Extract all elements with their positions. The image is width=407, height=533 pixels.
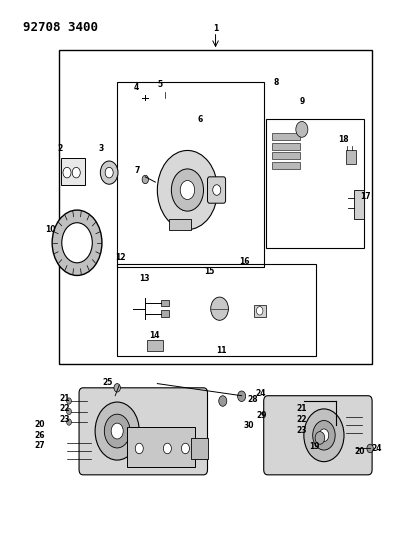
- Circle shape: [105, 167, 113, 178]
- Text: 22: 22: [297, 415, 307, 424]
- Bar: [254, 305, 266, 317]
- Text: 14: 14: [150, 330, 160, 340]
- Text: 21: 21: [297, 405, 307, 414]
- Bar: [127, 427, 195, 467]
- Circle shape: [315, 432, 325, 444]
- Circle shape: [101, 161, 118, 184]
- Text: 22: 22: [60, 405, 70, 414]
- Circle shape: [163, 443, 171, 454]
- Circle shape: [104, 414, 130, 448]
- Circle shape: [63, 167, 71, 178]
- Text: 24: 24: [255, 389, 265, 398]
- Text: 30: 30: [244, 421, 254, 430]
- Bar: [346, 150, 356, 164]
- Bar: [161, 300, 168, 306]
- Circle shape: [72, 167, 80, 178]
- Circle shape: [95, 402, 139, 460]
- Bar: [272, 152, 300, 159]
- FancyBboxPatch shape: [264, 395, 372, 475]
- Text: 16: 16: [239, 257, 249, 266]
- Text: 20: 20: [35, 420, 45, 429]
- Circle shape: [367, 444, 373, 453]
- Bar: [61, 158, 85, 185]
- Bar: [354, 190, 364, 219]
- Bar: [161, 310, 168, 317]
- Circle shape: [67, 398, 71, 404]
- Text: 25: 25: [103, 378, 113, 387]
- Circle shape: [211, 297, 228, 320]
- Text: 2: 2: [57, 144, 62, 153]
- Circle shape: [142, 175, 149, 184]
- Text: 17: 17: [360, 192, 371, 201]
- Text: 29: 29: [256, 411, 267, 420]
- Text: 12: 12: [115, 253, 125, 262]
- Circle shape: [67, 419, 71, 425]
- Circle shape: [62, 223, 92, 263]
- Bar: [272, 142, 300, 150]
- Text: 1: 1: [213, 23, 218, 33]
- Circle shape: [180, 181, 195, 199]
- Text: 6: 6: [197, 115, 203, 124]
- Bar: [117, 264, 316, 356]
- Text: 8: 8: [274, 78, 279, 87]
- Circle shape: [52, 210, 102, 276]
- Text: 7: 7: [135, 166, 140, 175]
- Bar: [117, 82, 264, 266]
- Text: 11: 11: [216, 346, 227, 356]
- Circle shape: [213, 185, 221, 195]
- Circle shape: [158, 150, 218, 230]
- Text: 28: 28: [247, 395, 258, 404]
- Text: 92708 3400: 92708 3400: [23, 21, 98, 34]
- Circle shape: [135, 443, 143, 454]
- Bar: [147, 341, 163, 351]
- Circle shape: [219, 395, 227, 406]
- Circle shape: [182, 443, 189, 454]
- Circle shape: [67, 408, 71, 415]
- FancyBboxPatch shape: [208, 177, 225, 203]
- Text: 19: 19: [309, 442, 320, 451]
- Circle shape: [256, 306, 263, 315]
- Text: 18: 18: [338, 135, 349, 144]
- Text: 3: 3: [98, 144, 104, 153]
- Text: 26: 26: [35, 431, 45, 440]
- Text: 9: 9: [300, 98, 305, 107]
- Text: 4: 4: [133, 83, 138, 92]
- Circle shape: [238, 391, 246, 401]
- Text: 23: 23: [297, 425, 307, 434]
- Text: 20: 20: [354, 447, 365, 456]
- Circle shape: [111, 423, 123, 439]
- Circle shape: [319, 429, 329, 442]
- Text: 13: 13: [139, 273, 149, 282]
- Text: 5: 5: [158, 80, 162, 89]
- Bar: [272, 161, 300, 169]
- Circle shape: [313, 421, 335, 450]
- Text: 21: 21: [60, 394, 70, 403]
- Circle shape: [304, 409, 344, 462]
- Circle shape: [296, 122, 308, 138]
- FancyBboxPatch shape: [79, 388, 208, 475]
- Bar: [266, 119, 364, 248]
- Bar: [169, 219, 191, 230]
- Text: 23: 23: [60, 415, 70, 424]
- Text: 24: 24: [371, 444, 382, 453]
- Text: 10: 10: [45, 225, 56, 234]
- Circle shape: [171, 169, 204, 211]
- Text: 27: 27: [34, 441, 45, 450]
- Text: 15: 15: [204, 267, 215, 276]
- Bar: [191, 438, 208, 459]
- Bar: [59, 50, 372, 364]
- Bar: [272, 133, 300, 140]
- Circle shape: [114, 384, 120, 392]
